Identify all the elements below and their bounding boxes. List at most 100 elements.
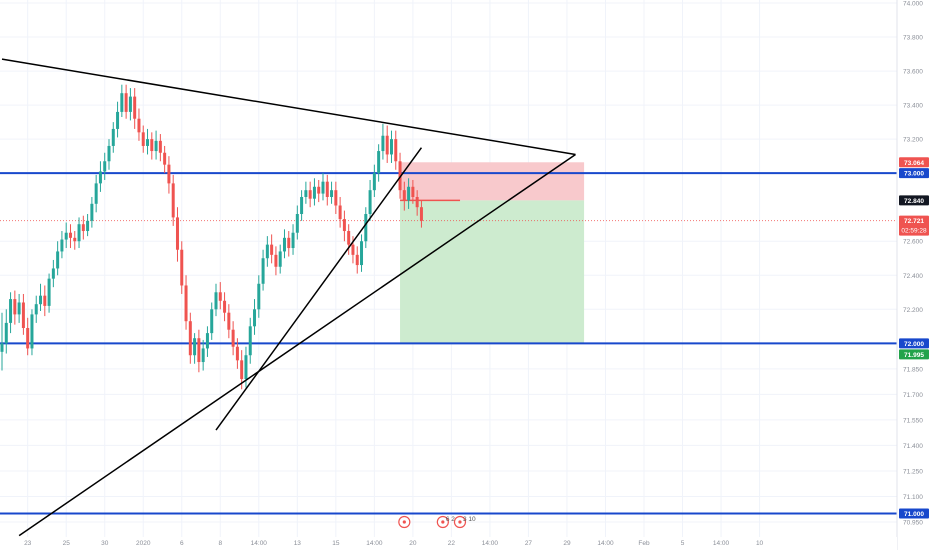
candle-body — [17, 302, 21, 315]
candle-body — [261, 258, 265, 284]
event-marker-dot — [441, 520, 445, 524]
price-tag-entry — [899, 195, 929, 206]
time-axis-tick-label: 30 — [101, 540, 109, 547]
candle-body — [167, 164, 171, 184]
position-zones[interactable] — [0, 162, 897, 344]
candle-body — [56, 251, 60, 269]
price-axis-tick-label: 71.850 — [903, 366, 923, 373]
candles — [0, 84, 423, 390]
time-axis-tick-label: 5 — [681, 540, 685, 547]
candle-body — [351, 244, 355, 255]
time-axis-tick-label: 23 — [24, 540, 32, 547]
price-tag-countdown: 02:59:28 — [901, 228, 927, 235]
price-tag-level_73 — [899, 168, 929, 179]
candle-body — [133, 96, 137, 119]
event-markers[interactable]: 6 2 3 10 — [398, 515, 476, 529]
time-axis-tick-label: 6 — [180, 540, 184, 547]
price-tag-label-entry: 72.840 — [904, 198, 924, 205]
candle-body — [13, 299, 17, 315]
time-axis-tick-label: 14:00 — [597, 540, 614, 547]
candle-body — [146, 139, 150, 146]
event-marker-dot — [458, 520, 462, 524]
time-axis-tick-label: 27 — [525, 540, 533, 547]
candle-body — [214, 292, 218, 310]
candle-body — [295, 214, 299, 233]
candle-body — [68, 232, 72, 238]
candle-body — [312, 186, 316, 199]
candle-body — [218, 292, 222, 301]
trendlines[interactable] — [1, 58, 576, 537]
price-axis[interactable]: 74.000 73.800 73.600 73.400 73.200 72.600 72.4… — [903, 1, 923, 527]
price-axis-tick-label: 71.250 — [903, 468, 923, 475]
price-tag-label-level_73: 73.000 — [904, 171, 924, 178]
candle-body — [26, 328, 30, 349]
candle-body — [124, 93, 128, 112]
candle-body — [34, 304, 38, 315]
candle-body — [278, 251, 282, 267]
candle-body — [291, 232, 295, 249]
stop-loss-zone[interactable] — [400, 162, 585, 201]
time-axis-tick-label: 15 — [332, 540, 340, 547]
candle-body — [163, 152, 167, 165]
candle-body — [197, 338, 201, 363]
candle-body — [188, 321, 192, 356]
time-axis[interactable]: 23 25 30 2020 6 8 14:00 13 15 14:00 20 22 14:00 27 29 1… — [24, 540, 763, 547]
candle-body — [0, 343, 4, 352]
candle-body — [201, 348, 205, 363]
candle-body — [73, 237, 77, 242]
candle-body — [47, 278, 51, 306]
candle-body — [308, 190, 312, 199]
candle-body — [90, 203, 94, 221]
candle-body — [321, 181, 325, 194]
time-axis-tick-label: 14:00 — [251, 540, 268, 547]
candle-body — [51, 268, 55, 279]
candle-body — [94, 183, 98, 204]
time-axis-tick-label: 25 — [63, 540, 71, 547]
candle-body — [411, 186, 415, 197]
candle-body — [39, 295, 43, 305]
take-profit-zone[interactable] — [400, 200, 585, 344]
trendline[interactable] — [1, 58, 576, 156]
price-axis-tick-label: 71.550 — [903, 417, 923, 424]
candle-body — [330, 190, 334, 197]
candle-body — [253, 309, 257, 327]
candle-body — [184, 285, 188, 322]
event-marker-dot — [402, 520, 406, 524]
candle-body — [180, 249, 184, 286]
candle-body — [402, 190, 406, 201]
candle-body — [389, 139, 393, 155]
candle-body — [270, 244, 274, 255]
price-tag-stop — [899, 157, 929, 168]
candle-body — [304, 190, 308, 197]
candle-body — [248, 326, 252, 356]
candle-body — [372, 173, 376, 191]
price-axis-tick-label: 73.800 — [903, 35, 923, 42]
price-tag-target — [899, 349, 929, 360]
price-tag-label-target: 71.995 — [904, 352, 924, 359]
candle-body — [377, 151, 381, 174]
time-axis-tick-label: 10 — [756, 540, 764, 547]
candle-body — [325, 181, 329, 197]
candle-body — [171, 183, 175, 218]
candle-body — [398, 161, 402, 191]
trendline[interactable] — [18, 153, 576, 537]
price-tag-level_71 — [899, 508, 929, 519]
candle-body — [103, 161, 107, 172]
candle-body — [235, 346, 239, 361]
candle-body — [364, 214, 368, 242]
price-axis-tick-label: 73.200 — [903, 137, 923, 144]
candle-body — [205, 333, 209, 349]
candle-body — [210, 309, 214, 334]
candle-body — [355, 254, 359, 266]
price-axis-tick-label: 73.600 — [903, 69, 923, 76]
price-axis-tick-label: 72.200 — [903, 307, 923, 314]
price-tag-label-stop: 73.064 — [904, 160, 924, 167]
price-axis-tick-label: 71.400 — [903, 443, 923, 450]
horizontal-levels[interactable] — [0, 172, 897, 515]
candle-body — [300, 196, 304, 215]
time-axis-tick-label: Feb — [638, 540, 650, 547]
candle-body — [81, 224, 85, 232]
trendline[interactable] — [215, 147, 423, 431]
